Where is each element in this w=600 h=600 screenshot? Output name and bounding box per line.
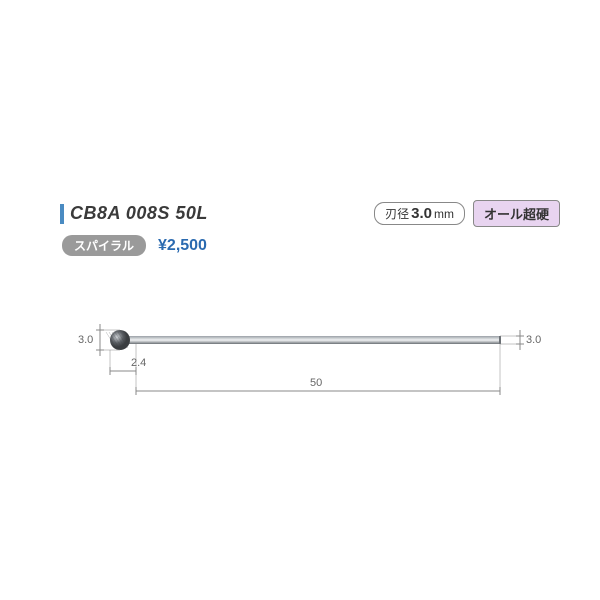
diameter-label: 刃径 (385, 205, 409, 222)
spiral-badge: スパイラル (62, 235, 146, 256)
dim-head-length: 2.4 (131, 357, 146, 369)
technical-diagram: 3.0 2.4 50 3.0 (60, 296, 540, 436)
dim-total-length: 50 (310, 377, 322, 389)
diameter-value: 3.0 (411, 205, 432, 222)
dim-head-diameter: 3.0 (78, 334, 93, 346)
material-badge: オール超硬 (473, 200, 560, 227)
product-code: CB8A 008S 50L (70, 203, 374, 224)
diameter-badge: 刃径 3.0 mm (374, 202, 465, 225)
price: ¥2,500 (158, 237, 207, 255)
title-accent-bar (60, 204, 64, 224)
diameter-unit: mm (434, 207, 454, 221)
dim-shank-diameter: 3.0 (526, 334, 541, 346)
